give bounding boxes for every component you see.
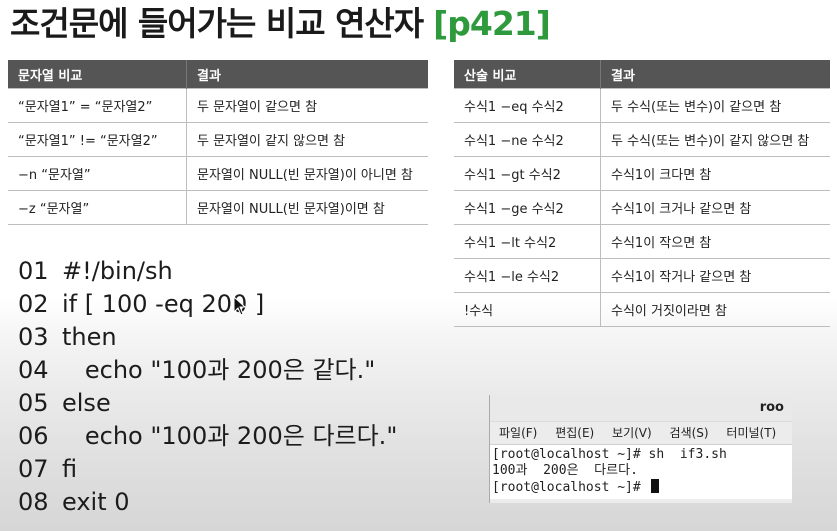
mouse-pointer-icon (233, 296, 247, 316)
table-cell: 수식1 −ne 수식2 (454, 122, 601, 157)
table-cell: 수식1이 작거나 같으면 참 (600, 258, 830, 293)
table-cell: 수식1 −gt 수식2 (454, 156, 601, 191)
table-cell: 두 문자열이 같지 않으면 참 (186, 122, 428, 157)
line-number: 05 (18, 389, 49, 417)
menu-search[interactable]: 검색(S) (669, 426, 709, 440)
table-row: 수식1 −le 수식2 수식1이 작거나 같으면 참 (454, 258, 830, 293)
table-row: “문자열1” != “문자열2” 두 문자열이 같지 않으면 참 (8, 122, 428, 157)
code-text: else (62, 389, 111, 417)
terminal-line: 100과 200은 다르다. (492, 463, 638, 478)
column-header: 문자열 비교 (8, 60, 187, 89)
table-row: 수식1 −eq 수식2 두 수식(또는 변수)이 같으면 참 (454, 88, 830, 123)
page-reference: [p421] (433, 4, 551, 43)
table-row: “문자열1” = “문자열2” 두 문자열이 같으면 참 (8, 88, 428, 123)
code-text: echo "100과 200은 같다." (62, 356, 376, 384)
table-cell: 두 수식(또는 변수)이 같으면 참 (600, 88, 830, 123)
code-line: 07 fi (18, 453, 397, 486)
column-header: 결과 (186, 60, 428, 89)
table-cell: 수식1이 작으면 참 (600, 224, 830, 259)
table-cell: 수식1 −le 수식2 (454, 258, 601, 293)
terminal-prompt-line: [root@localhost ~]# (492, 479, 792, 496)
line-number: 08 (18, 488, 49, 516)
code-line: 03 then (18, 321, 397, 354)
table-row: −z “문자열” 문자열이 NULL(빈 문자열)이면 참 (8, 190, 428, 225)
terminal-title: roo (759, 400, 784, 415)
table-cell: 수식1이 크거나 같으면 참 (600, 190, 830, 225)
code-text: exit 0 (62, 488, 130, 516)
terminal-line: [root@localhost ~]# sh if3.sh (492, 447, 727, 462)
table-cell: 두 문자열이 같으면 참 (186, 88, 428, 123)
table-cell: 수식1 −ge 수식2 (454, 190, 601, 225)
table-row: 수식1 −gt 수식2 수식1이 크다면 참 (454, 156, 830, 191)
table-cell: 수식이 거짓이라면 참 (600, 292, 830, 327)
table-row: !수식 수식이 거짓이라면 참 (454, 292, 830, 327)
code-text: echo "100과 200은 다르다." (62, 422, 398, 450)
title-text: 조건문에 들어가는 비교 연산자 (10, 4, 424, 43)
code-line: 04 echo "100과 200은 같다." (18, 354, 397, 387)
line-number: 03 (18, 323, 49, 351)
menu-view[interactable]: 보기(V) (612, 426, 652, 440)
terminal-window[interactable]: roo 파일(F) 편집(E) 보기(V) 검색(S) 터미널(T) [root… (489, 395, 792, 503)
table-row: 수식1 −ge 수식2 수식1이 크거나 같으면 참 (454, 190, 830, 225)
line-number: 01 (18, 257, 49, 285)
table-cell: 두 수식(또는 변수)이 같지 않으면 참 (600, 122, 830, 157)
terminal-title-bar[interactable]: roo (490, 395, 792, 422)
code-line: 08 exit 0 (18, 486, 397, 519)
terminal-output[interactable]: [root@localhost ~]# sh if3.sh 100과 200은 … (490, 444, 792, 499)
table-cell: 수식1 −lt 수식2 (454, 224, 601, 259)
column-header: 결과 (600, 60, 830, 89)
line-number: 07 (18, 455, 49, 483)
menu-file[interactable]: 파일(F) (499, 426, 538, 440)
string-comparison-table: 문자열 비교 결과 “문자열1” = “문자열2” 두 문자열이 같으면 참 “… (8, 60, 428, 225)
code-text: if [ 100 -eq 200 ] (62, 290, 265, 318)
code-line: 05 else (18, 387, 397, 420)
table-cell: −n “문자열” (8, 156, 187, 191)
code-line: 06 echo "100과 200은 다르다." (18, 420, 397, 453)
line-number: 04 (18, 356, 49, 384)
menu-edit[interactable]: 편집(E) (555, 426, 595, 440)
table-cell: −z “문자열” (8, 190, 187, 225)
menu-terminal[interactable]: 터미널(T) (726, 426, 777, 440)
arithmetic-comparison-table: 산술 비교 결과 수식1 −eq 수식2 두 수식(또는 변수)이 같으면 참 … (454, 60, 830, 327)
table-cell: 수식1이 크다면 참 (600, 156, 830, 191)
table-cell: “문자열1” != “문자열2” (8, 122, 187, 157)
column-header: 산술 비교 (454, 60, 601, 89)
line-number: 02 (18, 290, 49, 318)
table-cell: “문자열1” = “문자열2” (8, 88, 187, 123)
code-line: 01 #!/bin/sh (18, 255, 397, 288)
table-cell: 문자열이 NULL(빈 문자열)이면 참 (186, 190, 428, 225)
code-text: #!/bin/sh (62, 257, 173, 285)
block-cursor-icon (650, 479, 659, 493)
line-number: 06 (18, 422, 49, 450)
code-listing: 01 #!/bin/sh 02 if [ 100 -eq 200 ] 03 then … (18, 255, 397, 519)
code-text: fi (62, 455, 78, 483)
table-row: 수식1 −lt 수식2 수식1이 작으면 참 (454, 224, 830, 259)
page-title: 조건문에 들어가는 비교 연산자 [p421] (10, 2, 551, 46)
table-row: −n “문자열” 문자열이 NULL(빈 문자열)이 아니면 참 (8, 156, 428, 191)
table-cell: 수식1 −eq 수식2 (454, 88, 601, 123)
code-line: 02 if [ 100 -eq 200 ] (18, 288, 397, 321)
terminal-prompt: [root@localhost ~]# (492, 480, 649, 495)
table-cell: !수식 (454, 292, 601, 327)
code-text: then (62, 323, 117, 351)
terminal-menu-bar: 파일(F) 편집(E) 보기(V) 검색(S) 터미널(T) (490, 422, 792, 444)
table-row: 수식1 −ne 수식2 두 수식(또는 변수)이 같지 않으면 참 (454, 122, 830, 157)
table-cell: 문자열이 NULL(빈 문자열)이 아니면 참 (186, 156, 428, 191)
